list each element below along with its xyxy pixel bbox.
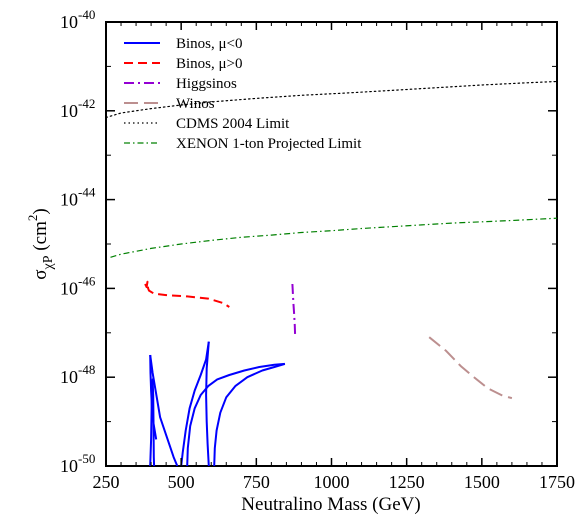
x-tick-label: 1000	[314, 472, 350, 492]
series-line-0-seg-2	[149, 354, 179, 466]
y-tick-label: 10-46	[60, 273, 96, 298]
y-tick-label: 10-48	[60, 362, 95, 387]
y-axis-title-base: σ	[30, 269, 51, 279]
legend-label: Binos, μ>0	[176, 56, 243, 72]
series-line-1-seg-0	[144, 280, 230, 308]
legend-label: XENON 1-ton Projected Limit	[176, 136, 362, 152]
y-tick-label: 10-50	[60, 451, 95, 476]
series-line-0-seg-0	[149, 378, 156, 466]
y-axis-title-sub: χP	[41, 255, 56, 270]
y-axis-title-unit: (cm	[30, 221, 51, 256]
series-line-0-seg-5	[186, 362, 285, 466]
ticks-layer: 250 500 750 1000 1250 1500 1750 10-50 10-48 10-46…	[60, 7, 575, 492]
series-line-3-seg-0	[428, 336, 513, 400]
y-axis-title-unit-close: )	[30, 208, 51, 214]
series-line-0-seg-1	[149, 354, 158, 440]
x-tick-label: 500	[168, 472, 195, 492]
legend-label: Winos	[176, 96, 215, 112]
x-tick-label: 250	[93, 472, 120, 492]
y-tick-label: 10-42	[60, 96, 95, 121]
x-tick-label: 1500	[464, 472, 500, 492]
x-axis-title: Neutralino Mass (GeV)	[241, 494, 420, 515]
plot-frame	[105, 21, 558, 467]
legend-label: CDMS 2004 Limit	[176, 116, 290, 132]
series-line-4-seg-0	[106, 80, 557, 119]
series-line-0-seg-6	[213, 362, 286, 466]
legend-label: Higgsinos	[176, 76, 237, 92]
legend: Binos, μ<0 Binos, μ>0 Higgsinos Winos CDMS 2…	[124, 36, 362, 152]
y-axis-title: σχP (cm2)	[25, 208, 56, 279]
x-tick-label: 750	[243, 472, 270, 492]
x-tick-label: 1750	[539, 472, 575, 492]
x-tick-label: 1250	[389, 472, 425, 492]
series-line-0-seg-3	[180, 341, 210, 466]
data-layer	[106, 80, 557, 466]
series-line-0-seg-4	[205, 341, 210, 466]
series-line-2-seg-0	[291, 283, 297, 336]
y-tick-label: 10-40	[60, 7, 95, 32]
series-line-5-seg-0	[110, 217, 557, 258]
y-axis-title-unit-sup: 2	[25, 215, 40, 222]
y-tick-label: 10-44	[60, 185, 96, 210]
legend-label: Binos, μ<0	[176, 36, 243, 52]
